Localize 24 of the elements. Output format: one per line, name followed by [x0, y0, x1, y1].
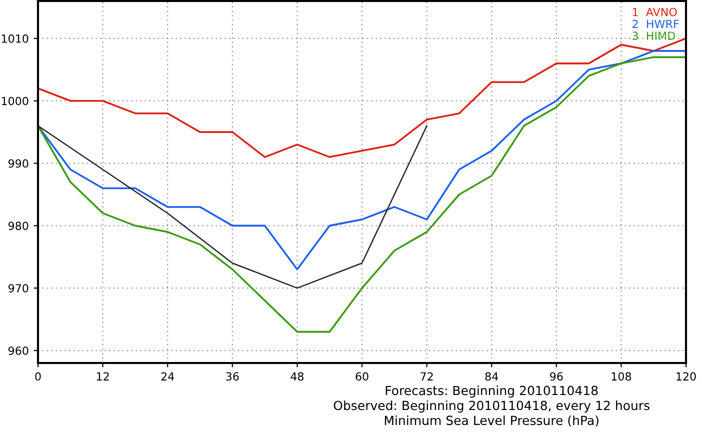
line-series: [38, 56, 686, 333]
x-tick-label: 84: [485, 372, 498, 381]
y-tick-label: 1010: [2, 34, 28, 43]
text: 1 AVNO: [632, 8, 677, 16]
x-tick-label: 48: [290, 372, 304, 381]
line-series: [38, 125, 428, 289]
x-axis-title: Forecasts: Beginning 2010110418 Observed: Beginning 2010110418, every 12 hours Minimum Sea Level Pressure (hPa): [334, 386, 650, 427]
y-tick-label: 960: [8, 346, 28, 355]
y-tick-label: 980: [8, 222, 28, 230]
series-label: 3 HIMD: [632, 32, 675, 40]
x-tick-label: 24: [161, 372, 174, 380]
x-tick-label: 120: [676, 372, 696, 381]
y-tick-label: 990: [8, 159, 28, 168]
text: 2 HWRF: [632, 20, 679, 28]
x-tick-label: 0: [35, 372, 41, 381]
x-tick-label: 60: [356, 372, 368, 381]
x-tick-label: 72: [420, 372, 433, 380]
x-tick-label: 12: [96, 372, 109, 380]
x-tick-label: 96: [550, 372, 563, 381]
y-tick-label: 970: [8, 284, 28, 292]
x-tick-label: 108: [612, 372, 632, 381]
x-tick-label: 36: [226, 372, 239, 381]
line-series: [38, 50, 686, 270]
y-tick-label: 1000: [2, 96, 28, 106]
